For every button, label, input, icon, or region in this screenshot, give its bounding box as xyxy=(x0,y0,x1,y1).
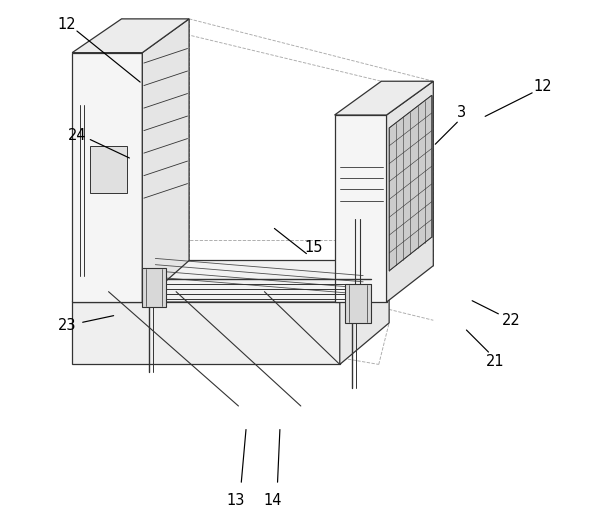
Polygon shape xyxy=(143,268,166,307)
Text: 22: 22 xyxy=(502,313,521,328)
Text: 12: 12 xyxy=(533,79,552,94)
Polygon shape xyxy=(72,260,389,302)
Polygon shape xyxy=(72,19,189,53)
Polygon shape xyxy=(340,260,389,364)
Polygon shape xyxy=(389,95,431,271)
Polygon shape xyxy=(72,53,143,302)
Text: 14: 14 xyxy=(263,493,282,508)
Polygon shape xyxy=(72,302,340,364)
Text: 15: 15 xyxy=(305,240,323,255)
Polygon shape xyxy=(335,115,387,302)
Text: 21: 21 xyxy=(487,354,505,369)
Text: 23: 23 xyxy=(58,318,76,333)
Text: 12: 12 xyxy=(58,17,76,32)
Text: 24: 24 xyxy=(68,128,87,143)
Polygon shape xyxy=(387,81,433,302)
Text: 3: 3 xyxy=(457,105,466,120)
Text: 13: 13 xyxy=(226,493,245,508)
Polygon shape xyxy=(335,81,433,115)
Polygon shape xyxy=(91,146,127,193)
Polygon shape xyxy=(345,284,371,323)
Polygon shape xyxy=(143,19,189,302)
